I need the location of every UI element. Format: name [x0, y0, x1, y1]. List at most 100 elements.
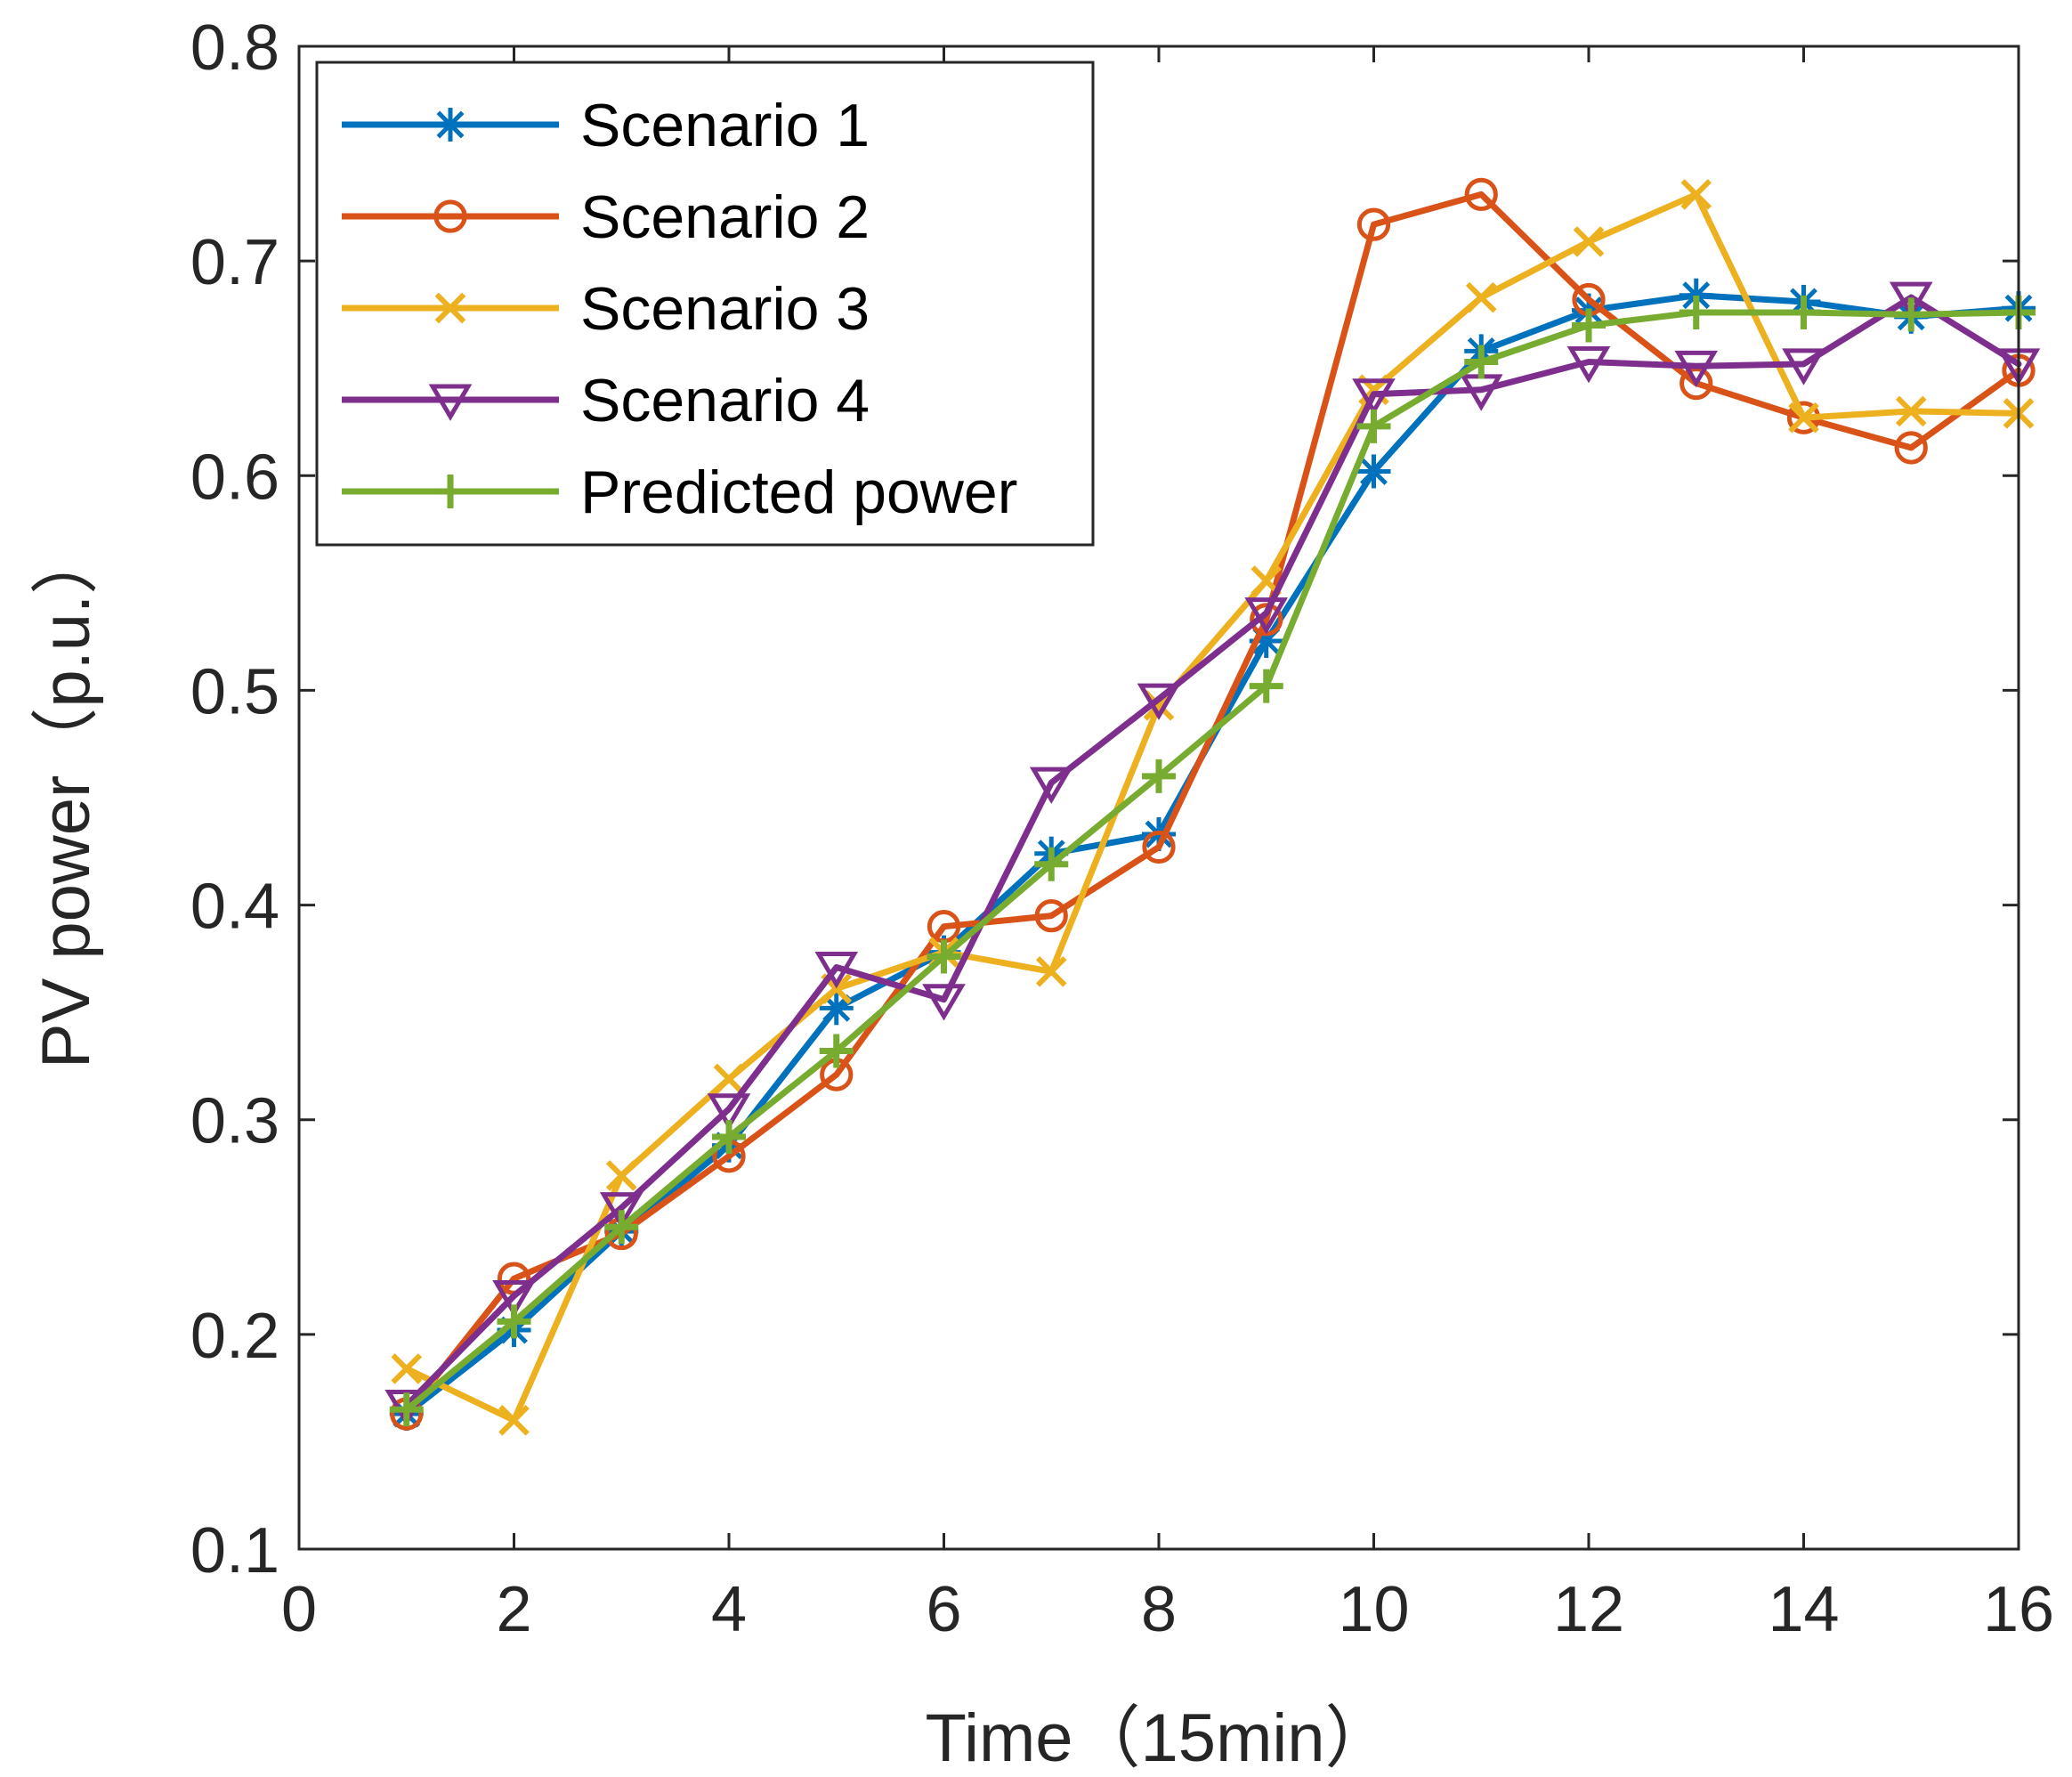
marker-stroke [713, 1063, 745, 1095]
data-point [1674, 350, 1719, 388]
data-point [1244, 597, 1289, 635]
y-tick-label: 0.7 [190, 227, 279, 298]
legend-label: Predicted power [580, 458, 1017, 526]
axes: 0 2 4 6 8 10 12 14 16 0.1 0.2 0.3 0.4 0.5 0.6 0.7 0.8 Tim… [28, 12, 2054, 1776]
marker-stroke [1682, 281, 1711, 310]
data-point [1029, 767, 1073, 805]
data-point [1894, 431, 1928, 465]
x-tick-label: 8 [1141, 1574, 1177, 1645]
data-point [1566, 346, 1611, 384]
marker-stroke [1895, 395, 1927, 427]
data-point [498, 1404, 530, 1436]
marker-stroke [605, 1160, 637, 1191]
legend: Scenario 1 Scenario 2 Scenario 3 Scenario 4… [315, 61, 1095, 547]
y-tick-label: 0.3 [190, 1086, 279, 1157]
y-tick-label: 0.1 [190, 1515, 279, 1586]
data-point [1464, 345, 1499, 379]
x-tick-label: 0 [281, 1574, 317, 1645]
series-line [403, 309, 2022, 1413]
data-point [1142, 759, 1176, 793]
y-tick-label: 0.4 [190, 872, 279, 943]
data-point [1034, 847, 1069, 881]
x-tick-label: 2 [496, 1574, 531, 1645]
data-point [1249, 669, 1283, 703]
marker-stroke [1035, 956, 1067, 987]
legend-item: Scenario 2 [342, 183, 870, 251]
data-point [1680, 179, 1712, 210]
marker-stroke [1465, 281, 1497, 313]
data-point [922, 984, 966, 1021]
y-tick-label: 0.6 [190, 442, 279, 513]
data-point [1356, 409, 1391, 443]
x-axis-label: Time（15min） [925, 1700, 1392, 1776]
legend-marker [428, 384, 473, 421]
legend-label: Scenario 2 [580, 183, 870, 251]
y-tick-label: 0.5 [190, 656, 279, 727]
legend-marker [433, 108, 467, 142]
data-point [1788, 402, 1819, 434]
data-point [1786, 296, 1821, 330]
data-point [1895, 395, 1927, 427]
data-point [604, 1210, 639, 1245]
data-point [713, 1063, 745, 1095]
marker-stroke [1360, 458, 1388, 485]
x-tick-label: 4 [711, 1574, 747, 1645]
marker-stroke [391, 1353, 423, 1384]
y-tick-label: 0.2 [190, 1301, 279, 1372]
marker-stroke [1250, 565, 1283, 596]
data-point [814, 952, 859, 989]
marker-stroke [821, 973, 853, 1004]
x-tick-label: 6 [926, 1574, 961, 1645]
data-point [1465, 281, 1497, 313]
plot-area [384, 177, 2041, 1436]
y-tick-label: 0.8 [190, 12, 279, 84]
data-point [1034, 898, 1068, 933]
legend-item: Scenario 4 [342, 367, 870, 434]
legend-marker [433, 199, 467, 233]
legend-marker [434, 292, 466, 324]
legend-label: Scenario 4 [580, 367, 870, 434]
data-point [1356, 454, 1391, 489]
marker-stroke [436, 110, 465, 139]
data-point [391, 1353, 423, 1384]
x-tick-label: 14 [1768, 1574, 1839, 1645]
legend-marker [433, 475, 467, 508]
data-point [1352, 378, 1396, 416]
legend-label: Scenario 3 [580, 275, 870, 343]
x-tick-label: 10 [1338, 1574, 1409, 1645]
data-point [599, 1192, 643, 1229]
y-axis-label: PV power（p.u.） [28, 527, 104, 1068]
series-4 [384, 281, 2041, 1427]
data-point [1572, 308, 1606, 343]
series-line [403, 294, 2022, 1408]
data-point [707, 1093, 751, 1131]
data-point [497, 1304, 531, 1339]
data-point [1142, 830, 1176, 864]
data-point [1035, 956, 1067, 987]
data-point [1573, 226, 1605, 257]
legend-item: Scenario 1 [342, 92, 870, 159]
legend-label: Scenario 1 [580, 92, 870, 159]
data-point [492, 1279, 536, 1318]
x-tick-label: 16 [1983, 1574, 2054, 1645]
data-point [1137, 683, 1181, 720]
x-tick-label: 12 [1553, 1574, 1624, 1645]
data-point [819, 1034, 854, 1068]
series-line [403, 191, 2022, 1424]
marker-stroke [1573, 226, 1605, 257]
marker-stroke [434, 292, 466, 324]
data-point [605, 1160, 637, 1191]
data-point [927, 939, 961, 974]
data-point [1894, 297, 1929, 332]
data-point [712, 1120, 746, 1155]
data-point [389, 1392, 424, 1427]
marker-stroke [498, 1404, 530, 1436]
data-point [1679, 296, 1713, 330]
data-point [1464, 177, 1498, 212]
legend-item: Scenario 3 [342, 275, 870, 343]
data-point [1356, 207, 1391, 241]
series-5 [389, 296, 2036, 1427]
legend-item: Predicted power [342, 458, 1017, 526]
data-point [1889, 281, 1933, 320]
